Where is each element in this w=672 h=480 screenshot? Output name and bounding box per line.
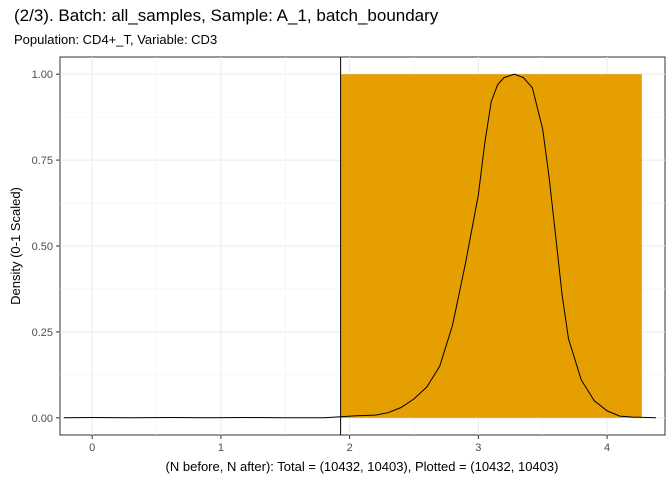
chart-title: (2/3). Batch: all_samples, Sample: A_1, …	[14, 6, 439, 25]
x-axis-title: (N before, N after): Total = (10432, 104…	[166, 459, 559, 474]
density-line	[63, 73, 657, 419]
y-tick-label: 0.25	[32, 327, 53, 339]
curve-layer	[63, 57, 657, 435]
x-tick-label: 1	[218, 442, 224, 454]
gate-rect	[340, 74, 642, 418]
x-tick-label: 4	[604, 442, 610, 454]
y-tick-label: 0.50	[32, 241, 53, 253]
x-tick-label: 3	[475, 442, 481, 454]
x-tick-label: 0	[89, 442, 95, 454]
y-tick-label: 1.00	[32, 69, 53, 81]
x-axis: 0 1 2 3 4	[89, 435, 610, 454]
y-axis: 0.00 0.25 0.50 0.75 1.00	[32, 69, 60, 425]
y-tick-label: 0.75	[32, 155, 53, 167]
y-axis-title: Density (0-1 Scaled)	[8, 187, 23, 305]
gate-layer	[340, 74, 642, 418]
y-tick-label: 0.00	[32, 413, 53, 425]
x-tick-label: 2	[347, 442, 353, 454]
chart-subtitle: Population: CD4+_T, Variable: CD3	[14, 32, 218, 47]
